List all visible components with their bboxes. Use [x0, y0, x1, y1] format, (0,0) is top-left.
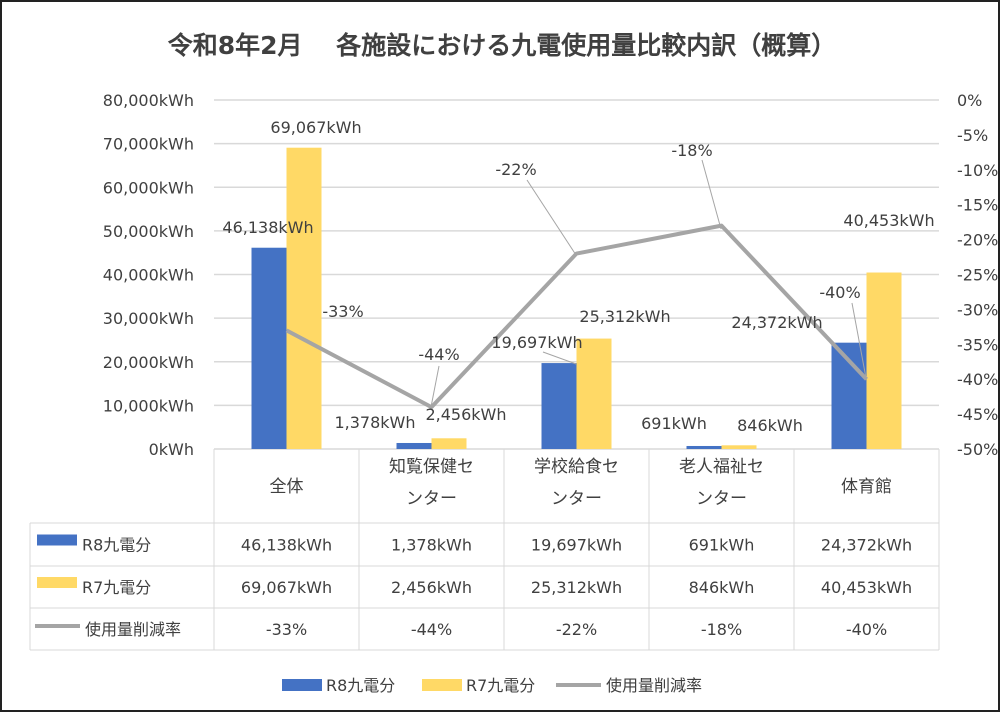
right-axis-tick: -5%	[957, 126, 988, 145]
right-axis-tick: -30%	[957, 300, 998, 319]
bar-r8	[687, 446, 722, 449]
table-cell: 69,067kWh	[241, 578, 332, 597]
table-cell: 1,378kWh	[391, 536, 472, 555]
legend-key	[282, 679, 322, 691]
right-axis-tick: -10%	[957, 161, 998, 180]
bar-r8	[542, 363, 577, 449]
leader-line	[527, 180, 576, 255]
leader-line	[702, 160, 721, 229]
chart-title: 令和8年2月 各施設における九電使用量比較内訳（概算）	[168, 31, 837, 60]
table-cell: 24,372kWh	[821, 536, 912, 555]
legend-label: R8九電分	[326, 676, 395, 695]
bar-r8	[397, 443, 432, 449]
table-cell: 40,453kWh	[821, 578, 912, 597]
left-axis-tick: 50,000kWh	[103, 222, 194, 241]
data-label: 1,378kWh	[334, 413, 415, 432]
table-cell: -33%	[266, 620, 307, 639]
data-label: 2,456kWh	[425, 405, 506, 424]
data-label: 19,697kWh	[491, 333, 582, 352]
table-row-header: R8九電分	[82, 536, 151, 555]
category-label: 学校給食セ	[534, 457, 619, 477]
table-legend-key	[37, 577, 77, 588]
data-label: -33%	[322, 302, 363, 321]
bar-r7	[722, 445, 757, 449]
left-axis-tick: 10,000kWh	[103, 396, 194, 415]
category-label: ンター	[696, 489, 747, 509]
bar-r8	[252, 248, 287, 449]
bar-r7	[432, 438, 467, 449]
table-cell: -40%	[846, 620, 887, 639]
right-axis-tick: -35%	[957, 335, 998, 354]
data-label: -44%	[418, 345, 459, 364]
data-label: 691kWh	[641, 414, 707, 433]
left-axis-tick: 70,000kWh	[103, 135, 194, 154]
right-axis-tick: -40%	[957, 370, 998, 389]
table-legend-key	[37, 535, 77, 546]
legend-label: 使用量削減率	[606, 676, 702, 695]
data-label: 46,138kWh	[222, 218, 313, 237]
data-label: 846kWh	[737, 416, 803, 435]
left-axis-tick: 80,000kWh	[103, 91, 194, 110]
table-cell: 2,456kWh	[391, 578, 472, 597]
category-label: 体育館	[841, 477, 892, 497]
right-axis-tick: -25%	[957, 266, 998, 285]
table-cell: 46,138kWh	[241, 536, 332, 555]
data-label: 69,067kWh	[270, 118, 361, 137]
data-label: 24,372kWh	[731, 313, 822, 332]
table-cell: 25,312kWh	[531, 578, 622, 597]
category-label: 全体	[270, 477, 304, 497]
right-axis-tick: 0%	[957, 91, 982, 110]
legend-key	[422, 679, 462, 691]
left-axis-tick: 0kWh	[149, 440, 194, 459]
category-label: 老人福祉セ	[679, 457, 764, 477]
right-axis-tick: -15%	[957, 196, 998, 215]
category-label: ンター	[551, 489, 602, 509]
table-cell: -22%	[556, 620, 597, 639]
category-label: ンター	[406, 489, 457, 509]
right-axis-tick: -20%	[957, 231, 998, 250]
data-label: 40,453kWh	[843, 211, 934, 230]
data-label: -22%	[495, 160, 536, 179]
legend-label: R7九電分	[466, 676, 535, 695]
table-cell: 19,697kWh	[531, 536, 622, 555]
bar-r7	[287, 148, 322, 449]
left-axis-tick: 40,000kWh	[103, 266, 194, 285]
category-label: 知覧保健セ	[389, 457, 474, 477]
left-axis-tick: 30,000kWh	[103, 309, 194, 328]
data-label: -40%	[819, 283, 860, 302]
table-row-header: R7九電分	[82, 578, 151, 597]
table-row-header: 使用量削減率	[85, 620, 181, 639]
data-label: 25,312kWh	[579, 307, 670, 326]
data-label: -18%	[671, 141, 712, 160]
table-cell: 846kWh	[689, 578, 755, 597]
bar-r7	[577, 339, 612, 449]
table-cell: 691kWh	[689, 536, 755, 555]
bar-r7	[867, 273, 902, 449]
left-axis-tick: 60,000kWh	[103, 178, 194, 197]
left-axis-tick: 20,000kWh	[103, 353, 194, 372]
right-axis-tick: -45%	[957, 405, 998, 424]
right-axis-tick: -50%	[957, 440, 998, 459]
table-cell: -18%	[701, 620, 742, 639]
table-cell: -44%	[411, 620, 452, 639]
